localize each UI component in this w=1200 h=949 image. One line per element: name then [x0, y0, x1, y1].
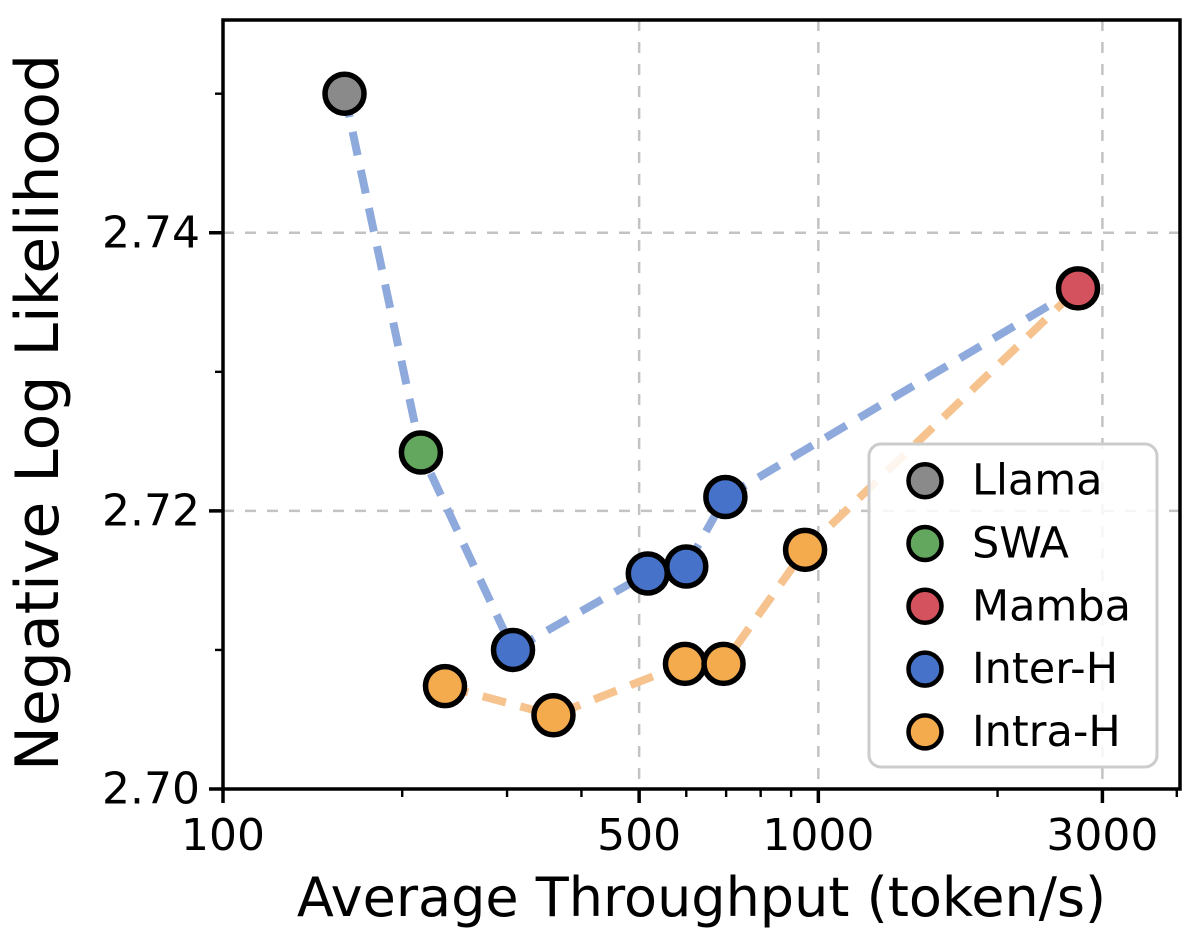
legend-marker-llama — [906, 461, 944, 500]
x-tick-label: 100 — [181, 810, 265, 861]
tick-labels: 100 500 1000 3000 2.70 2.72 2.74 — [102, 207, 1158, 861]
legend-marker-swa — [906, 524, 944, 563]
legend-marker-inter-h — [906, 650, 944, 688]
legend-label-intra-h: Intra-H — [972, 707, 1121, 757]
legend-label-mamba: Mamba — [972, 581, 1131, 631]
data-point-intra-h — [701, 641, 746, 687]
data-point-inter-h — [625, 551, 671, 596]
x-tick-label: 3000 — [1046, 810, 1158, 861]
data-point-inter-h — [703, 474, 748, 520]
legend-label-llama: Llama — [972, 456, 1103, 506]
y-tick-label: 2.70 — [102, 764, 200, 815]
plot-border — [221, 18, 1182, 791]
legend-box — [867, 442, 1159, 769]
y-tick-label: 2.74 — [102, 207, 200, 258]
legend-marker-mamba — [906, 587, 944, 626]
data-markers — [322, 71, 1101, 738]
x-tick-label: 500 — [597, 810, 681, 861]
legend-marker-intra-h — [906, 713, 944, 751]
data-point-intra-h — [531, 693, 576, 738]
y-tick-label: 2.72 — [102, 485, 200, 536]
x-axis-label: Average Throughput (token/s) — [297, 866, 1106, 929]
legend-label-swa: SWA — [972, 519, 1069, 569]
data-point-intra-h — [422, 663, 468, 709]
legend-label-inter-h: Inter-H — [972, 644, 1118, 694]
data-point-llama — [322, 71, 367, 116]
data-point-intra-h — [662, 641, 708, 687]
data-point-inter-h — [664, 544, 709, 589]
data-point-inter-h — [490, 627, 536, 673]
data-point-mamba — [1055, 266, 1101, 311]
x-tick-label: 1000 — [762, 810, 874, 861]
y-axis-label: Negative Log Likelihood — [3, 54, 73, 771]
legend: Llama SWA Mamba Inter-H Intra-H — [867, 442, 1159, 769]
data-point-swa — [398, 430, 444, 475]
data-point-intra-h — [782, 527, 828, 573]
